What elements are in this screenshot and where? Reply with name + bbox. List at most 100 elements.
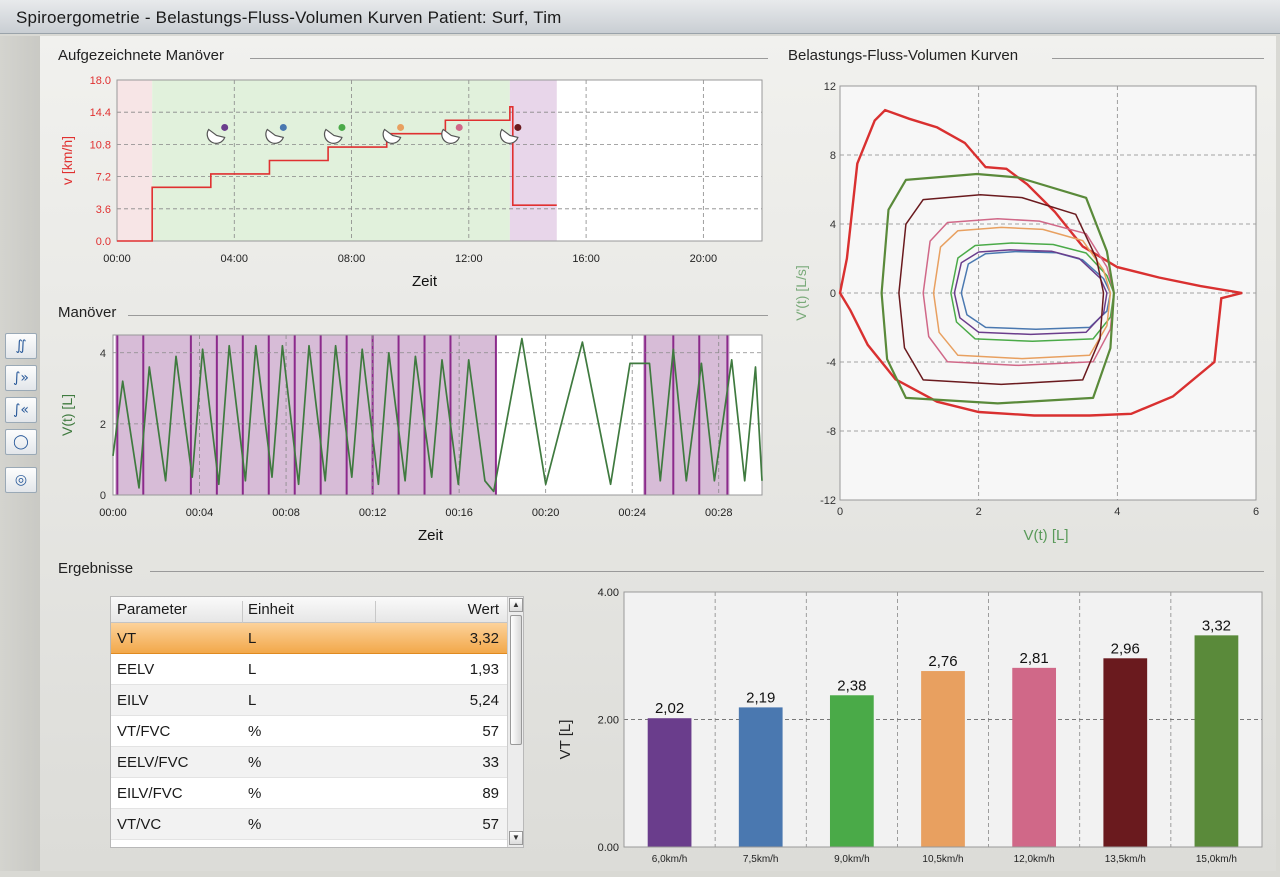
maneuver-marker-icon xyxy=(206,128,226,144)
cell-unit: L xyxy=(248,692,257,709)
x-tick-label: 6,0km/h xyxy=(652,854,688,865)
table-scrollbar[interactable]: ▲ ▼ xyxy=(507,597,523,847)
table-row[interactable]: EELV/FVC% 33 xyxy=(111,747,507,778)
table-row[interactable]: VT L 3,32 xyxy=(111,623,507,654)
y-tick-label: -12 xyxy=(820,495,836,507)
x-tick-label: 00:24 xyxy=(618,507,646,519)
maneuver-marker-dot xyxy=(338,123,346,131)
table-row[interactable]: EILV/FVC% 89 xyxy=(111,778,507,809)
x-tick-label: 9,0km/h xyxy=(834,854,870,865)
maneuver-marker-dot xyxy=(455,123,463,131)
single-loop-button[interactable]: ◯ xyxy=(5,429,37,455)
single-loop-icon: ◯ xyxy=(13,434,29,450)
section-divider xyxy=(150,571,1264,572)
y-tick-label: 8 xyxy=(830,150,836,162)
x-tick-label: 00:08 xyxy=(272,507,300,519)
fv-loop-forward-button[interactable]: ∫» xyxy=(5,365,37,391)
vt-bar xyxy=(829,695,874,847)
vt-bar xyxy=(1194,635,1239,847)
cell-value: 3,32 xyxy=(469,630,499,647)
x-tick-label: 16:00 xyxy=(572,253,600,265)
cell-unit: % xyxy=(248,754,262,771)
table-row[interactable]: VT/VC% 57 xyxy=(111,809,507,840)
bar-value-label: 3,32 xyxy=(1202,617,1231,634)
y-axis-label: VT [L] xyxy=(557,720,574,760)
scroll-up-icon[interactable]: ▲ xyxy=(509,598,523,612)
scroll-down-icon[interactable]: ▼ xyxy=(509,831,523,845)
x-tick-label: 0 xyxy=(837,506,843,518)
table-row[interactable]: EELV L 1,93 xyxy=(111,654,507,685)
x-tick-label: 2 xyxy=(976,506,982,518)
vt-bar xyxy=(1012,667,1057,847)
fv-envelope-line xyxy=(838,108,1243,417)
fv-loop-overlay-button[interactable]: ∬ xyxy=(5,333,37,359)
cell-value: 57 xyxy=(482,816,499,833)
x-tick-label: 00:28 xyxy=(705,507,733,519)
maneuver-marker-icon xyxy=(265,128,285,144)
title-bar: Spiroergometrie - Belastungs-Fluss-Volum… xyxy=(0,0,1280,34)
y-tick-label: 0.0 xyxy=(96,236,111,248)
bar-value-label: 2,19 xyxy=(746,689,775,706)
vt-bar-chart[interactable]: 0.00 2.00 4.00 2,02 6,0km/h 2,19 7,5km/h 2,38 9,… xyxy=(550,580,1265,870)
table-header: Parameter Einheit Wert xyxy=(111,597,507,627)
x-tick-label: 6 xyxy=(1253,506,1259,518)
bar-value-label: 2,38 xyxy=(837,677,866,694)
fv-loop-back-icon: ∫« xyxy=(13,402,29,418)
section-title-recorded-maneuvers: Aufgezeichnete Manöver xyxy=(58,47,224,64)
bar-value-label: 2,81 xyxy=(1020,650,1049,667)
fv-loop-line xyxy=(953,249,1108,336)
speed-chart[interactable]: 0.0 3.6 7.2 10.8 14.4 18.0 00:00 04:00 08:00 12:0… xyxy=(50,68,775,293)
y-tick-label: 3.6 xyxy=(96,204,111,216)
maneuver-marker-icon xyxy=(499,128,519,144)
x-tick-label: 00:00 xyxy=(99,507,127,519)
maneuver-marker-dot xyxy=(514,123,522,131)
y-tick-label: 4 xyxy=(100,348,106,360)
phase-band xyxy=(509,80,557,241)
results-table[interactable]: Parameter Einheit Wert VT L 3,32 EELV L 1,93 E… xyxy=(110,596,524,848)
speed-line xyxy=(117,106,557,242)
x-tick-label: 00:12 xyxy=(359,507,387,519)
section-title-fv-curves: Belastungs-Fluss-Volumen Kurven xyxy=(788,47,1019,64)
x-axis-label: V(t) [L] xyxy=(1023,527,1068,544)
maneuver-band xyxy=(115,335,496,495)
nested-loops-button[interactable]: ◎ xyxy=(5,467,37,493)
maneuver-marker-dot xyxy=(221,123,229,131)
cell-unit: % xyxy=(248,785,262,802)
y-tick-label: 0 xyxy=(830,288,836,300)
section-divider xyxy=(1052,58,1264,59)
cell-param: EILV xyxy=(117,692,149,709)
vt-bar xyxy=(1103,658,1148,847)
table-row[interactable]: VT/FVC% 57 xyxy=(111,716,507,747)
fv-loop-line xyxy=(880,172,1115,405)
cell-unit: % xyxy=(248,816,262,833)
fv-loop-line xyxy=(950,242,1115,343)
section-title-maneuvers: Manöver xyxy=(58,304,117,321)
y-tick-label: 12 xyxy=(824,81,836,93)
bar-value-label: 2,76 xyxy=(928,653,957,670)
column-header-parameter[interactable]: Parameter xyxy=(117,601,188,618)
y-tick-label: 4.00 xyxy=(598,587,619,599)
scroll-thumb[interactable] xyxy=(510,615,522,745)
cell-value: 57 xyxy=(482,723,499,740)
cell-param: VT xyxy=(117,630,137,647)
y-tick-label: -8 xyxy=(826,426,836,438)
section-divider xyxy=(128,315,768,316)
maneuver-marker-dot xyxy=(279,123,287,131)
fv-loop-line xyxy=(922,218,1115,367)
x-axis-label: Zeit xyxy=(418,527,444,544)
table-row[interactable]: EILV L 5,24 xyxy=(111,685,507,716)
y-tick-label: 7.2 xyxy=(96,172,111,184)
fv-loop-back-button[interactable]: ∫« xyxy=(5,397,37,423)
volume-chart[interactable]: 0 2 4 00:00 00:04 00:08 00:12 00:16 00:20 00:24 00… xyxy=(50,325,775,550)
x-tick-label: 12:00 xyxy=(455,253,483,265)
cell-value: 5,24 xyxy=(469,692,499,709)
x-tick-label: 20:00 xyxy=(690,253,718,265)
cell-value: 89 xyxy=(482,785,499,802)
flow-volume-chart[interactable]: -12 -8 -4 0 4 8 12 0 2 4 6 V(t) [L] V'(t) [L/s] xyxy=(780,68,1275,553)
plot-frame xyxy=(112,334,763,496)
y-tick-label: 0 xyxy=(100,490,106,502)
phase-band xyxy=(152,80,510,241)
column-header-unit[interactable]: Einheit xyxy=(248,601,294,618)
maneuver-band xyxy=(643,335,730,495)
column-header-value[interactable]: Wert xyxy=(467,601,499,618)
